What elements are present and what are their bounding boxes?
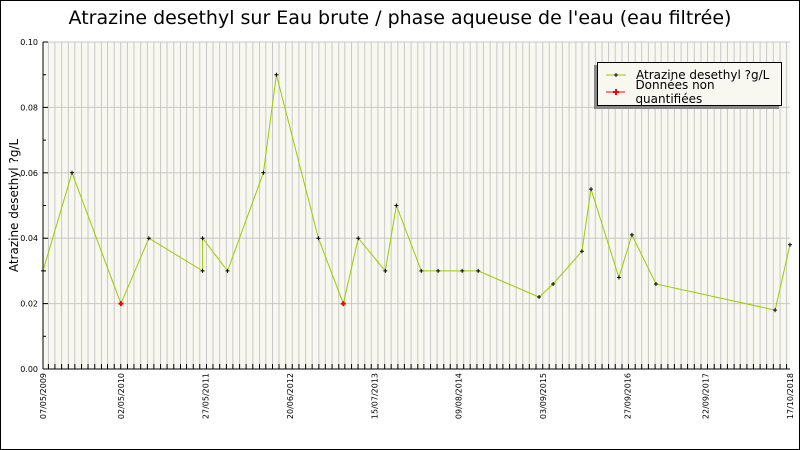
data-point	[476, 268, 481, 273]
data-point-non-quantified	[340, 301, 346, 307]
x-tick-label: 27/05/2011	[201, 373, 210, 419]
legend-marker-series-icon	[606, 73, 626, 77]
x-tick-label: 17/10/2018	[786, 373, 795, 419]
y-tick-label: 0.10	[20, 38, 38, 47]
data-point-non-quantified	[118, 301, 124, 307]
y-tick-label: 0.00	[20, 365, 38, 374]
y-tick-label: 0.08	[20, 103, 38, 112]
data-point	[460, 268, 465, 273]
data-point	[773, 308, 778, 313]
x-tick-label: 27/09/2016	[624, 373, 633, 419]
y-axis-label: Atrazine desethyl ?g/L	[7, 139, 21, 273]
data-point	[589, 187, 594, 192]
x-tick-label: 20/06/2012	[286, 373, 295, 419]
data-point	[579, 249, 584, 254]
data-point	[788, 242, 792, 247]
data-point	[537, 295, 542, 300]
x-tick-label: 15/07/2013	[370, 373, 379, 419]
legend-label: Atrazine desethyl ?g/L	[636, 68, 770, 82]
data-point	[394, 203, 399, 208]
legend: Atrazine desethyl ?g/L Données non quant…	[597, 62, 782, 106]
legend-label: Données non quantifiées	[635, 78, 715, 106]
chart-title: Atrazine desethyl sur Eau brute / phase …	[68, 7, 732, 29]
data-point	[316, 236, 321, 241]
x-tick-label: 07/05/2009	[39, 373, 48, 419]
x-tick-label: 03/09/2015	[539, 373, 548, 419]
x-tick-label: 02/05/2010	[117, 373, 126, 419]
legend-item-series: Atrazine desethyl ?g/L	[606, 67, 769, 83]
data-point	[261, 170, 266, 175]
data-point	[653, 281, 658, 286]
data-point	[146, 236, 151, 241]
legend-marker-nq-icon	[606, 89, 626, 95]
y-tick-label: 0.02	[20, 300, 38, 309]
data-point	[70, 170, 75, 175]
data-point	[225, 268, 230, 273]
x-tick-label: 09/08/2014	[455, 373, 464, 419]
data-point	[419, 268, 424, 273]
data-point	[41, 268, 45, 273]
x-tick-label: 22/09/2017	[702, 373, 711, 419]
data-point	[383, 268, 388, 273]
data-point	[274, 72, 279, 77]
data-point	[200, 236, 205, 241]
data-point	[629, 232, 634, 237]
legend-item-nq: Données non quantifiées	[606, 78, 781, 106]
y-tick-label: 0.04	[20, 234, 38, 243]
data-point	[436, 268, 441, 273]
data-point	[616, 275, 621, 280]
data-point	[356, 236, 361, 241]
data-point	[200, 268, 205, 273]
y-tick-label: 0.06	[20, 169, 38, 178]
data-point	[551, 281, 556, 286]
